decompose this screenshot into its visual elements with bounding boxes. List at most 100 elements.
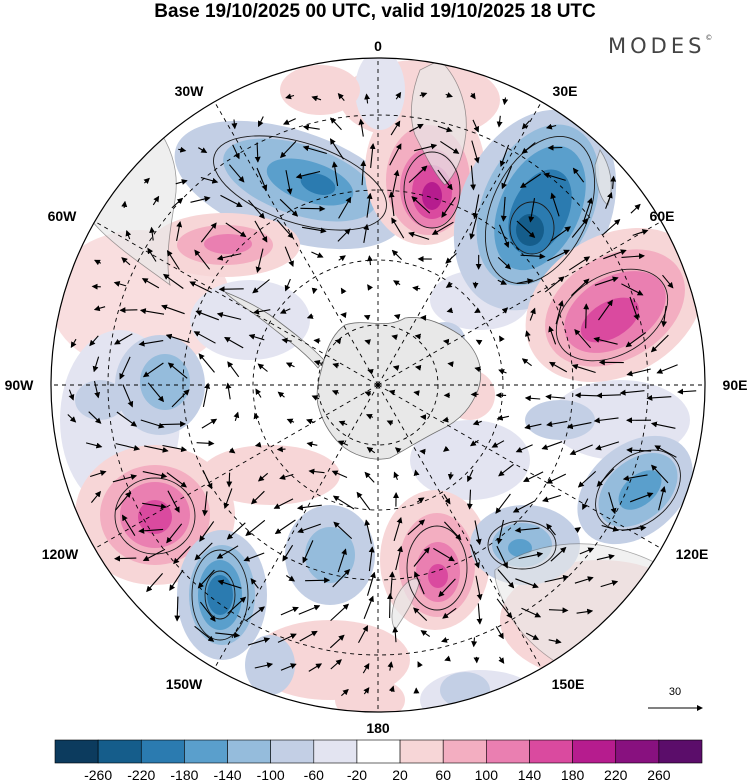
wind-arrow xyxy=(308,663,323,672)
wind-arrow xyxy=(194,625,215,642)
wind-arrow xyxy=(548,325,557,345)
wind-arrow xyxy=(338,255,346,262)
wind-arrow xyxy=(226,522,246,540)
wind-arrow xyxy=(441,637,449,643)
meridian-line xyxy=(377,101,542,386)
wind-arrow xyxy=(296,504,322,511)
wind-arrow xyxy=(550,546,567,562)
wind-arrow xyxy=(255,388,262,398)
wind-arrow xyxy=(525,632,540,640)
wind-arrow xyxy=(217,579,242,589)
wind-arrow xyxy=(388,685,395,693)
wind-arrow xyxy=(176,221,183,242)
wind-arrow xyxy=(311,95,322,102)
wind-arrow xyxy=(610,175,617,189)
colorbar-tick-label: 260 xyxy=(647,767,671,783)
reference-vector: 30 xyxy=(648,686,703,711)
wind-arrow xyxy=(175,179,188,185)
wind-arrow xyxy=(194,249,211,270)
wind-arrow xyxy=(545,123,557,130)
wind-arrow xyxy=(471,637,478,648)
wind-arrow xyxy=(161,304,185,315)
wind-arrow xyxy=(141,278,160,289)
wind-arrow xyxy=(417,661,423,668)
wind-arrow xyxy=(395,545,403,571)
wind-arrow xyxy=(544,574,570,583)
africa xyxy=(411,59,467,186)
colorbar-swatch xyxy=(442,739,487,764)
wind-arrow xyxy=(571,218,588,238)
colorbar-tick-label: 140 xyxy=(518,767,542,783)
wind-arrow xyxy=(167,362,188,379)
wind-arrow xyxy=(474,366,482,373)
colorbar-swatch xyxy=(356,739,401,764)
colorbar-tick-label: 100 xyxy=(475,767,499,783)
wind-arrow xyxy=(254,142,261,163)
wind-arrow xyxy=(85,442,103,449)
wind-arrow xyxy=(547,249,570,262)
chart-title: Base 19/10/2025 00 UTC, valid 19/10/2025… xyxy=(154,1,596,22)
brand-mark: © xyxy=(705,34,713,42)
wind-arrow xyxy=(363,595,374,620)
wind-arrow xyxy=(216,545,239,559)
wind-arrow xyxy=(331,161,339,186)
wind-arrow xyxy=(143,177,150,185)
wind-arrow xyxy=(285,362,295,368)
wind-arrow xyxy=(286,418,295,425)
wind-arrow xyxy=(144,445,169,453)
wind-arrow xyxy=(88,411,102,424)
wind-arrow xyxy=(365,414,374,420)
wind-arrow xyxy=(329,634,345,649)
wind-arrow xyxy=(625,332,647,348)
wind-arrow xyxy=(413,547,430,567)
wind-arrow xyxy=(362,662,370,674)
wind-arrow xyxy=(167,490,180,513)
wind-arrow xyxy=(555,300,564,325)
wind-arrow xyxy=(408,165,428,183)
wind-arrow xyxy=(583,197,593,222)
wind-arrow xyxy=(498,656,505,664)
lon-label-0: 0 xyxy=(374,38,382,54)
wind-arrow xyxy=(548,638,562,645)
wind-arrow xyxy=(419,448,426,455)
wind-arrow xyxy=(363,687,370,695)
wind-arrow xyxy=(369,143,376,168)
wind-arrow xyxy=(330,603,350,622)
wind-arrow xyxy=(198,353,215,373)
wind-arrow xyxy=(521,607,542,618)
wind-arrow xyxy=(392,169,400,195)
wind-arrow xyxy=(94,259,102,266)
wind-arrow xyxy=(407,519,426,536)
wind-arrow xyxy=(256,167,268,192)
wind-arrow xyxy=(414,364,422,371)
wind-arrow xyxy=(411,196,431,214)
wind-arrow xyxy=(252,279,270,294)
wind-arrow xyxy=(284,246,294,268)
wind-arrow xyxy=(116,411,138,427)
wind-arrow xyxy=(197,569,215,589)
colorbar-tick-label: -220 xyxy=(127,767,155,783)
wind-arrow xyxy=(523,471,544,482)
colorbar-tick-label: 20 xyxy=(392,767,408,783)
wind-arrow xyxy=(162,273,184,289)
wind-arrow xyxy=(501,165,513,190)
wind-arrow xyxy=(391,334,398,341)
wind-arrow xyxy=(471,140,480,164)
wind-arrow xyxy=(431,221,454,235)
longitude-labels: 0 30E 60E 90E 120E 150E 180 150W 120W 90… xyxy=(5,38,748,736)
wind-vectors xyxy=(67,91,697,697)
lon-label-30w: 30W xyxy=(175,83,205,99)
wind-arrow xyxy=(302,124,320,131)
wind-arrow xyxy=(311,251,324,258)
wind-arrow xyxy=(302,540,314,564)
wind-arrow xyxy=(189,281,212,294)
wind-arrow xyxy=(248,199,265,220)
colorbar-swatch xyxy=(54,739,99,764)
wind-arrow xyxy=(329,138,344,160)
wind-arrow xyxy=(521,142,536,154)
wind-arrow xyxy=(622,474,648,482)
wind-arrow xyxy=(394,447,402,454)
wind-arrow xyxy=(340,312,347,319)
colorbar-swatch xyxy=(486,739,530,764)
lon-label-120e: 120E xyxy=(676,546,709,562)
